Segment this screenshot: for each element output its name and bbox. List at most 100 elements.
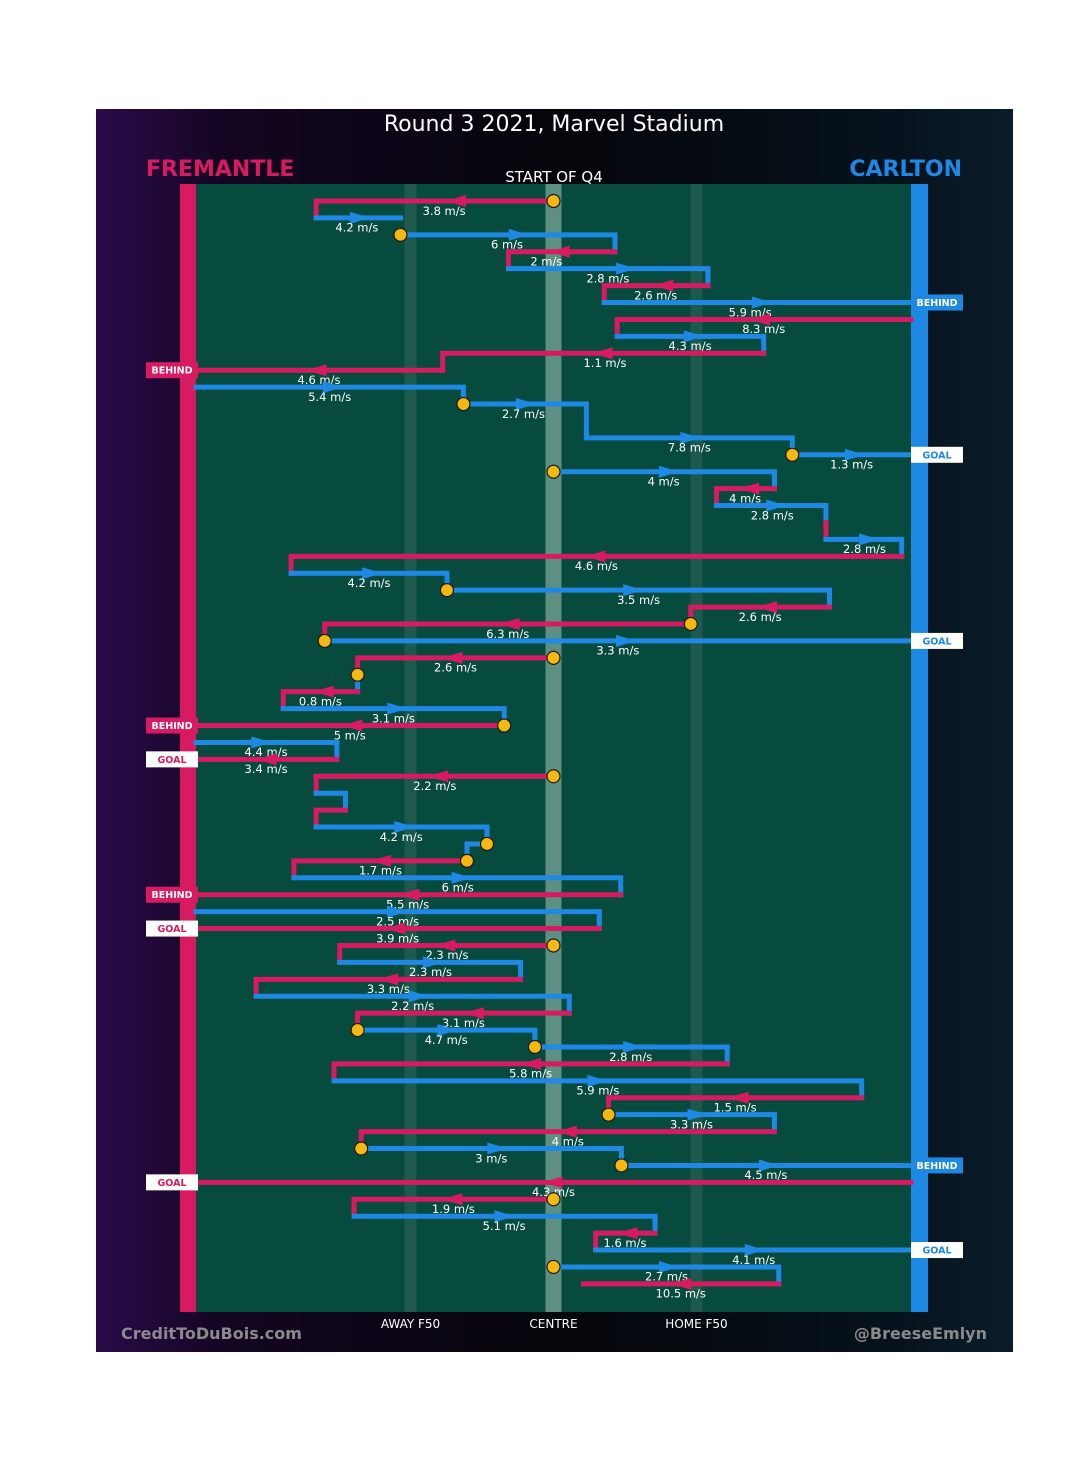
speed-label: 1.6 m/s <box>603 1236 646 1250</box>
kick-segment-42: 2.5 m/s <box>193 905 602 932</box>
stoppage-marker <box>546 938 561 953</box>
stoppage-marker <box>546 193 561 209</box>
speed-label: 4.3 m/s <box>669 339 712 353</box>
direction-arrow <box>394 821 415 834</box>
direction-arrow <box>751 296 772 309</box>
behind-badge: BEHIND <box>911 294 963 311</box>
stoppage-marker <box>614 1158 629 1173</box>
direction-arrow <box>759 1159 779 1172</box>
speed-label: 8.3 m/s <box>742 322 785 336</box>
speed-label: 4 m/s <box>648 474 680 488</box>
kick-segment-45: 2.3 m/s <box>337 956 524 982</box>
speed-label: 5.5 m/s <box>386 897 429 911</box>
speed-label: 6 m/s <box>442 881 474 895</box>
stoppage-marker <box>527 1039 543 1055</box>
direction-arrow <box>499 618 520 630</box>
kick-segment-40: 6 m/s <box>291 871 624 898</box>
speed-label: 2.3 m/s <box>409 965 452 979</box>
kick-segment-59: 1.9 m/s <box>351 1193 556 1219</box>
kick-path <box>551 1264 782 1287</box>
direction-arrow <box>387 905 408 918</box>
kick-segment-57: 4.5 m/s BEHIND <box>618 1157 963 1182</box>
stoppage-marker <box>546 650 561 665</box>
kick-path <box>614 333 767 356</box>
speed-label: 1.1 m/s <box>583 356 626 370</box>
speed-label: 2.6 m/s <box>434 661 477 675</box>
goal-badge: GOAL <box>911 632 963 649</box>
speed-label: 4.1 m/s <box>732 1253 775 1267</box>
direction-arrow <box>313 685 334 698</box>
kick-path <box>505 266 711 289</box>
speed-label: 4 m/s <box>552 1134 584 1148</box>
kick-segment-50: 2.8 m/s <box>532 1041 730 1067</box>
kick-path <box>337 942 556 965</box>
speed-label: 2.7 m/s <box>645 1270 688 1284</box>
stoppage-marker <box>393 227 408 242</box>
direction-arrow <box>616 634 636 647</box>
speed-label: 3.1 m/s <box>442 1016 485 1030</box>
direction-arrow <box>653 279 674 292</box>
direction-arrow <box>549 245 570 258</box>
kick-segment-5: 2.8 m/s <box>505 262 711 289</box>
speed-label: 2.6 m/s <box>634 288 677 302</box>
direction-arrow <box>616 262 636 275</box>
kick-segment-16: 4 m/s <box>551 465 777 492</box>
direction-arrow <box>451 871 472 884</box>
stoppage-marker <box>546 1259 561 1275</box>
stoppage-marker <box>546 1192 561 1207</box>
direction-arrow <box>623 584 644 597</box>
speed-label: 5.9 m/s <box>729 305 772 319</box>
speed-label: 4.5 m/s <box>744 1168 787 1182</box>
kick-segment-31: 5 m/s BEHIND <box>146 717 507 742</box>
speed-label: 2.7 m/s <box>502 407 545 421</box>
kick-segment-8: 8.3 m/s <box>614 313 914 339</box>
direction-arrow <box>399 888 420 901</box>
stoppage-marker <box>317 633 332 649</box>
direction-arrow <box>658 1260 679 1273</box>
kick-segment-43: 3.9 m/s GOAL <box>146 920 602 945</box>
result-label: BEHIND <box>151 721 192 732</box>
kick-segment-63: 2.7 m/s <box>551 1260 782 1287</box>
direction-arrow <box>306 364 327 377</box>
field-line-0 <box>404 184 417 1312</box>
speed-label: 1.7 m/s <box>359 864 402 878</box>
field-line-2 <box>690 184 703 1312</box>
stoppage-marker <box>354 1141 369 1156</box>
kick-segment-18: 2.8 m/s <box>714 499 829 525</box>
kick-path <box>313 198 556 221</box>
kick-segment-32: 4.4 m/s <box>193 736 340 762</box>
speed-label: 3.8 m/s <box>423 204 466 218</box>
direction-arrow <box>844 448 865 461</box>
direction-arrow <box>749 313 770 326</box>
speed-label: 4.6 m/s <box>575 559 618 573</box>
kick-segment-15: 1.3 m/s GOAL <box>789 446 963 472</box>
behind-badge: BEHIND <box>146 886 198 903</box>
kick-path <box>614 316 914 339</box>
speed-label: 6 m/s <box>491 238 523 252</box>
kick-path <box>532 1044 730 1067</box>
kick-segment-61: 1.6 m/s <box>593 1227 658 1253</box>
speed-label: 2.3 m/s <box>425 948 468 962</box>
speed-label: 4.4 m/s <box>245 745 288 759</box>
result-label: GOAL <box>157 755 186 766</box>
direction-arrow <box>408 990 429 1003</box>
right-team-name: CARLTON <box>849 157 962 182</box>
direction-arrow <box>251 736 272 749</box>
kick-segment-23: 3.5 m/s <box>444 584 832 610</box>
direction-arrow <box>585 550 606 563</box>
direction-arrow <box>463 1007 484 1020</box>
direction-arrow <box>623 1041 644 1053</box>
kick-segment-54: 3.3 m/s <box>606 1108 777 1135</box>
kick-path <box>313 790 348 813</box>
direction-arrow <box>437 1024 458 1037</box>
result-label: GOAL <box>157 1178 186 1189</box>
speed-label: 5.9 m/s <box>576 1084 619 1098</box>
direction-arrow <box>428 770 449 783</box>
kick-path <box>253 993 572 1016</box>
stoppage-marker <box>497 718 512 733</box>
kick-segment-33: 3.4 m/s GOAL <box>146 751 340 776</box>
x-tick-label: CENTRE <box>529 1317 577 1331</box>
stoppage-marker <box>546 464 561 479</box>
direction-arrow <box>757 601 777 614</box>
